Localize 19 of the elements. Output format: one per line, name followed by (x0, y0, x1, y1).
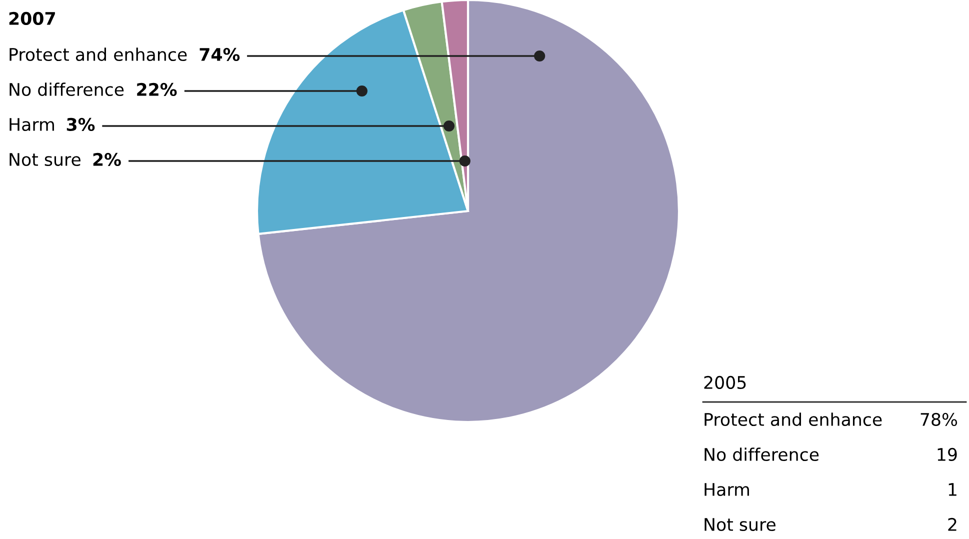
text: 19 (938, 448, 957, 462)
slice-label: Harm (10, 118, 54, 132)
category-label: Harm (704, 483, 749, 496)
pie-slice (257, 0, 680, 423)
data-label: 22% (137, 82, 177, 96)
text: 1 (948, 483, 956, 496)
category-label: Protect and enhance (704, 412, 882, 426)
data-label: 3% (66, 118, 95, 132)
category-label: No difference (704, 448, 819, 462)
text: 2005 (704, 376, 746, 390)
text: 78% (920, 412, 958, 426)
data-label: 74% (200, 48, 240, 62)
slice-label: No difference (10, 82, 124, 96)
text: 2 (948, 518, 956, 531)
slice-label: Protect and enhance (10, 48, 187, 62)
slice-label: Not sure (10, 153, 80, 166)
category-label: Not sure (704, 518, 776, 532)
text: 2007 (9, 12, 55, 26)
data-label: 2% (93, 152, 121, 166)
